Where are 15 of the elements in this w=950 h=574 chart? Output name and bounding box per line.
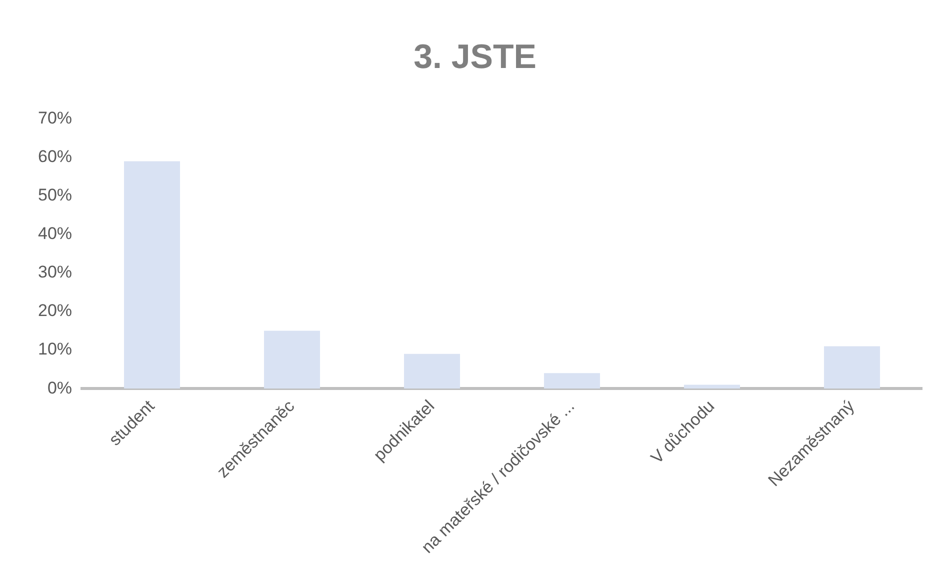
y-tick-label: 60% (38, 147, 72, 166)
y-tick-label: 40% (38, 224, 72, 244)
y-tick-label: 20% (38, 301, 72, 320)
y-tick-label: 10% (38, 340, 72, 359)
y-tick-label: 50% (38, 186, 72, 205)
bar (124, 161, 180, 389)
y-tick-label: 70% (38, 108, 72, 128)
bar (544, 373, 600, 389)
bar (824, 346, 880, 389)
chart-title: 3. JSTE (414, 38, 536, 76)
bar (684, 384, 740, 389)
bar (404, 354, 460, 389)
y-tick-label: 30% (38, 262, 72, 282)
y-tick-label: 0% (47, 378, 72, 398)
bar (264, 330, 320, 389)
